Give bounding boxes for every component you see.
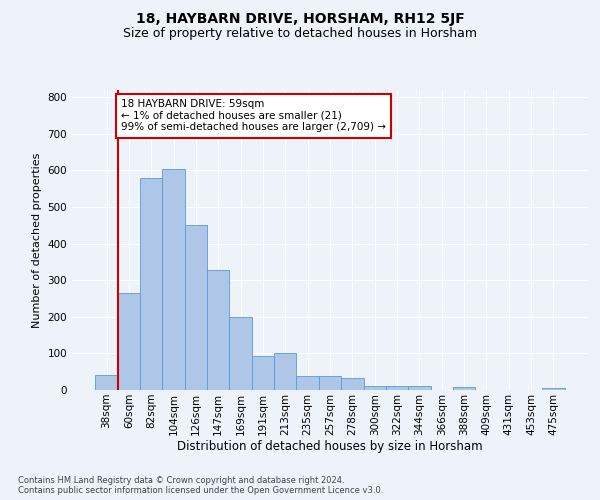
- Bar: [364, 386, 386, 390]
- Y-axis label: Number of detached properties: Number of detached properties: [32, 152, 42, 328]
- Bar: [341, 378, 364, 390]
- Bar: [296, 376, 319, 390]
- Text: 18 HAYBARN DRIVE: 59sqm
← 1% of detached houses are smaller (21)
99% of semi-det: 18 HAYBARN DRIVE: 59sqm ← 1% of detached…: [121, 99, 386, 132]
- Text: Contains HM Land Registry data © Crown copyright and database right 2024.
Contai: Contains HM Land Registry data © Crown c…: [18, 476, 383, 495]
- Bar: [274, 354, 296, 390]
- Text: Size of property relative to detached houses in Horsham: Size of property relative to detached ho…: [123, 28, 477, 40]
- Bar: [386, 386, 408, 390]
- Bar: [319, 376, 341, 390]
- Bar: [453, 387, 475, 390]
- Bar: [252, 356, 274, 390]
- Bar: [229, 317, 252, 390]
- Bar: [207, 270, 229, 390]
- Bar: [118, 293, 140, 390]
- Bar: [185, 226, 207, 390]
- Bar: [408, 386, 431, 390]
- Bar: [163, 168, 185, 390]
- Bar: [140, 178, 163, 390]
- Bar: [542, 388, 565, 390]
- Text: 18, HAYBARN DRIVE, HORSHAM, RH12 5JF: 18, HAYBARN DRIVE, HORSHAM, RH12 5JF: [136, 12, 464, 26]
- X-axis label: Distribution of detached houses by size in Horsham: Distribution of detached houses by size …: [177, 440, 483, 454]
- Bar: [95, 376, 118, 390]
